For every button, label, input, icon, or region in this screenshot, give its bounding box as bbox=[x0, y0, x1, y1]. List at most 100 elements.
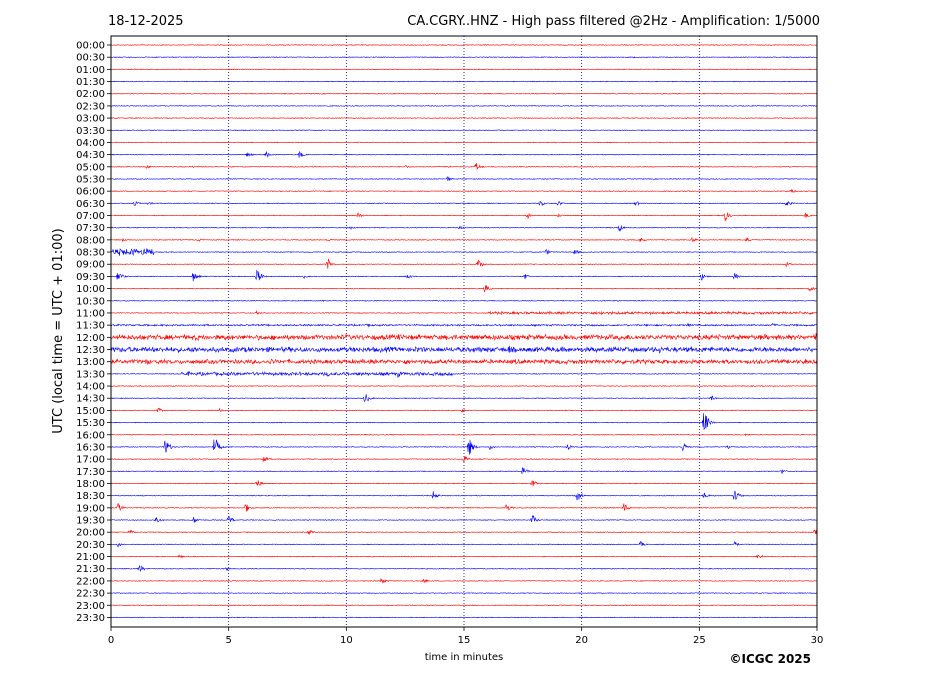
trace-row-1100 bbox=[110, 309, 818, 316]
y-tick-label: 01:00 bbox=[76, 65, 105, 76]
trace-row-0630 bbox=[110, 200, 818, 207]
trace-row-1630 bbox=[110, 439, 818, 455]
x-axis-label: time in minutes bbox=[425, 652, 504, 663]
trace-row-1530 bbox=[110, 413, 818, 431]
trace-row-1500 bbox=[110, 407, 818, 413]
y-tick-label: 12:00 bbox=[76, 333, 105, 344]
trace-row-2330 bbox=[110, 616, 818, 619]
y-tick-label: 05:30 bbox=[76, 174, 105, 185]
y-tick-label: 19:00 bbox=[76, 503, 105, 514]
y-tick-label: 10:00 bbox=[76, 284, 105, 295]
x-tick-label: 25 bbox=[693, 635, 706, 646]
y-tick-label: 22:30 bbox=[76, 589, 105, 600]
y-tick-label: 16:00 bbox=[76, 430, 105, 441]
y-tick-label: 13:00 bbox=[76, 357, 105, 368]
y-tick-label: 11:30 bbox=[76, 321, 105, 332]
trace-row-0730 bbox=[110, 225, 818, 232]
y-tick-label: 09:30 bbox=[76, 272, 105, 283]
trace-row-0900 bbox=[110, 258, 818, 269]
y-tick-label: 07:30 bbox=[76, 223, 105, 234]
trace-row-2100 bbox=[110, 554, 818, 559]
trace-row-1230 bbox=[110, 345, 818, 354]
chart-title: CA.CGRY..HNZ - High pass filtered @2Hz -… bbox=[407, 14, 820, 29]
y-tick-label: 06:00 bbox=[76, 187, 105, 198]
y-tick-label: 21:00 bbox=[76, 552, 105, 563]
y-tick-label: 18:30 bbox=[76, 491, 105, 502]
y-tick-label: 18:00 bbox=[76, 479, 105, 490]
y-tick-label: 02:00 bbox=[76, 89, 105, 100]
trace-row-0300 bbox=[110, 117, 818, 119]
x-tick-label: 0 bbox=[108, 635, 114, 646]
y-tick-label: 09:00 bbox=[76, 260, 105, 271]
y-tick-label: 04:30 bbox=[76, 150, 105, 161]
trace-row-1700 bbox=[111, 456, 818, 463]
trace-row-1200 bbox=[110, 333, 818, 342]
trace-row-1830 bbox=[110, 490, 818, 501]
trace-row-1900 bbox=[110, 502, 818, 512]
trace-row-0600 bbox=[110, 189, 818, 193]
trace-row-2230 bbox=[110, 592, 818, 594]
x-tick-label: 15 bbox=[458, 635, 471, 646]
trace-row-0000 bbox=[110, 44, 817, 46]
trace-row-0130 bbox=[110, 80, 818, 83]
trace-row-1800 bbox=[110, 480, 818, 487]
trace-row-1030 bbox=[110, 299, 818, 302]
trace-row-1130 bbox=[110, 323, 818, 328]
trace-row-1330 bbox=[110, 370, 818, 378]
y-tick-label: 15:30 bbox=[76, 418, 105, 429]
trace-row-1430 bbox=[110, 394, 818, 403]
x-tick-label: 30 bbox=[811, 635, 824, 646]
trace-row-2000 bbox=[110, 529, 818, 535]
y-tick-label: 00:30 bbox=[76, 53, 105, 64]
y-tick-label: 00:00 bbox=[76, 41, 105, 52]
y-tick-label: 07:00 bbox=[76, 211, 105, 222]
trace-row-2200 bbox=[110, 578, 818, 584]
y-tick-label: 10:30 bbox=[76, 296, 105, 307]
y-tick-label: 05:00 bbox=[76, 162, 105, 173]
y-tick-label: 22:00 bbox=[76, 576, 105, 587]
y-tick-label: 08:30 bbox=[76, 248, 105, 259]
y-tick-label: 06:30 bbox=[76, 199, 105, 210]
y-tick-label: 21:30 bbox=[76, 564, 105, 575]
trace-row-0100 bbox=[110, 68, 818, 71]
y-tick-label: 02:30 bbox=[76, 101, 105, 112]
trace-row-1930 bbox=[110, 515, 818, 523]
y-tick-label: 16:30 bbox=[76, 442, 105, 453]
y-tick-label: 03:00 bbox=[76, 114, 105, 125]
trace-rows bbox=[110, 44, 818, 619]
trace-row-0830 bbox=[110, 248, 818, 257]
trace-row-0030 bbox=[110, 56, 818, 59]
trace-row-1730 bbox=[110, 467, 818, 475]
y-tick-label: 17:30 bbox=[76, 467, 105, 478]
y-tick-label: 14:30 bbox=[76, 394, 105, 405]
y-tick-label: 20:00 bbox=[76, 528, 105, 539]
y-tick-label: 14:00 bbox=[76, 382, 105, 393]
y-tick-label: 17:00 bbox=[76, 455, 105, 466]
y-tick-label: 15:00 bbox=[76, 406, 105, 417]
y-tick-label: 01:30 bbox=[76, 77, 105, 88]
y-tick-label: 04:00 bbox=[76, 138, 105, 149]
trace-row-0500 bbox=[110, 163, 818, 170]
chart-date: 18-12-2025 bbox=[108, 14, 184, 29]
y-tick-label: 19:30 bbox=[76, 516, 105, 527]
trace-row-0330 bbox=[110, 129, 818, 132]
y-tick-label: 08:00 bbox=[76, 235, 105, 246]
x-tick-label: 5 bbox=[225, 635, 231, 646]
trace-row-0930 bbox=[110, 269, 818, 282]
y-tick-label: 03:30 bbox=[76, 126, 105, 137]
trace-row-1400 bbox=[110, 385, 818, 387]
time-grid bbox=[228, 36, 700, 627]
y-tick-label: 23:30 bbox=[76, 613, 105, 624]
y-tick-label: 12:30 bbox=[76, 345, 105, 356]
y-tick-label: 13:30 bbox=[76, 369, 105, 380]
plot-frame bbox=[110, 35, 818, 628]
trace-row-0400 bbox=[110, 141, 818, 144]
x-tick-label: 20 bbox=[575, 635, 588, 646]
trace-row-0200 bbox=[110, 92, 818, 95]
copyright-credit: ©ICGC 2025 bbox=[729, 652, 811, 666]
trace-row-0230 bbox=[110, 105, 818, 107]
trace-row-0800 bbox=[110, 236, 817, 243]
trace-row-0700 bbox=[110, 212, 818, 222]
